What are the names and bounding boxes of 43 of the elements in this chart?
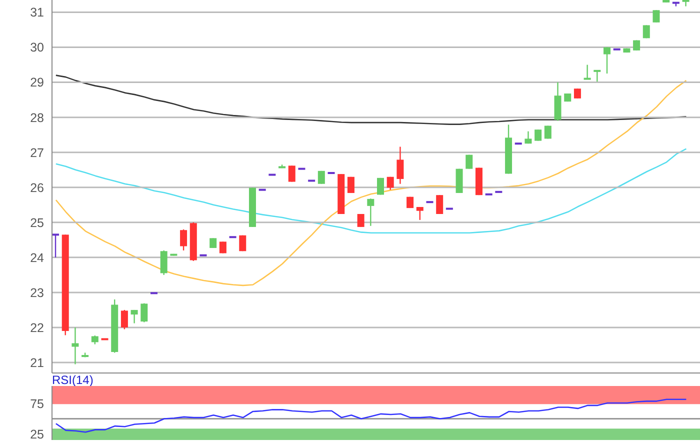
y-tick-label: 75 — [30, 397, 44, 412]
y-tick-label: 26 — [30, 180, 44, 195]
candlestick — [357, 213, 364, 228]
candlestick — [72, 326, 79, 365]
candlestick — [594, 69, 601, 82]
candlestick — [534, 128, 542, 142]
line-series — [55, 398, 687, 433]
candlestick — [652, 10, 660, 24]
y-tick-label: 29 — [30, 76, 44, 90]
candlestick — [466, 154, 473, 170]
y-tick-label: 25 — [30, 216, 44, 230]
candlestick — [318, 170, 325, 184]
candlestick — [544, 125, 552, 140]
candlestick — [396, 146, 404, 184]
chart-title: RSI(14) — [52, 373, 94, 387]
candlestick — [584, 64, 591, 80]
candlestick — [386, 176, 394, 190]
candlestick — [574, 88, 581, 100]
candlestick — [416, 206, 424, 221]
candlestick — [288, 165, 296, 182]
candlestick — [436, 194, 444, 215]
candlestick — [140, 302, 148, 323]
candlestick — [604, 46, 611, 74]
candlestick — [347, 176, 354, 194]
y-tick-label: 27 — [30, 146, 44, 160]
y-tick-label: 28 — [30, 110, 44, 125]
candlestick — [682, 0, 690, 7]
candlestick — [130, 309, 138, 324]
candlestick — [367, 198, 374, 226]
y-tick-label: 31 — [30, 6, 44, 20]
candlestick — [180, 228, 188, 252]
y-tick-label: 23 — [30, 286, 44, 300]
candlestick — [210, 238, 217, 249]
candlestick — [642, 24, 650, 39]
y-tick-label: 30 — [30, 40, 44, 55]
candlestick — [52, 234, 60, 258]
candlestick — [160, 250, 168, 276]
candlestick — [524, 130, 532, 144]
candlestick — [120, 309, 128, 330]
y-tick-label: 25 — [30, 427, 44, 441]
y-tick-label: 21 — [30, 356, 44, 370]
y-tick-label: 24 — [30, 250, 44, 265]
y-tick-label: 22 — [30, 320, 44, 335]
